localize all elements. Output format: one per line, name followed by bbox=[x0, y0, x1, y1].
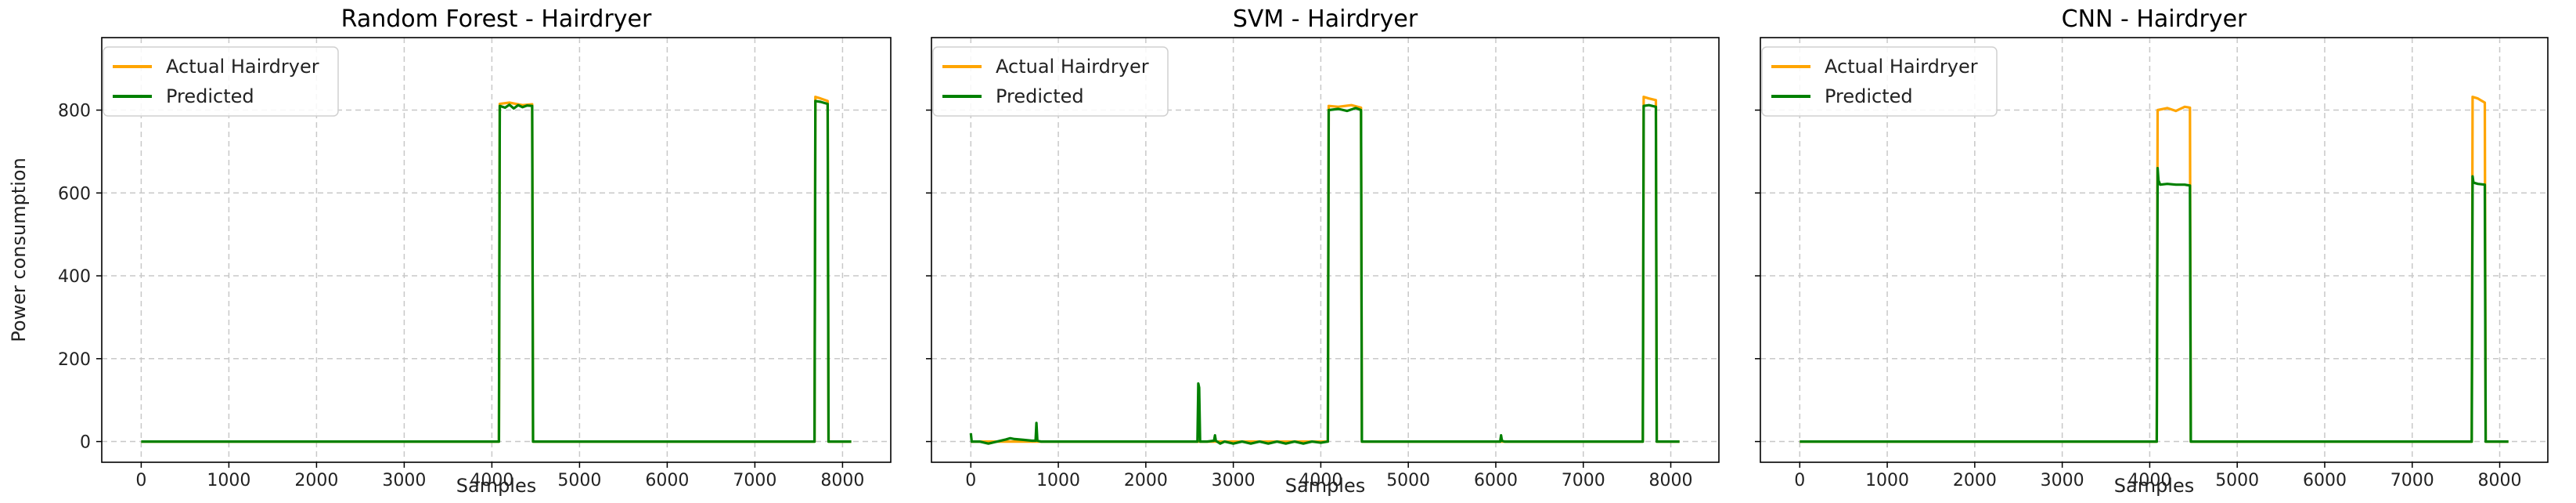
x-tick-label: 1000 bbox=[1036, 471, 1080, 490]
legend-box bbox=[1761, 46, 1998, 117]
chart-title: Random Forest - Hairdryer bbox=[341, 5, 652, 33]
x-tick-label: 3000 bbox=[1212, 471, 1256, 490]
chart-title: CNN - Hairdryer bbox=[2062, 5, 2247, 33]
series-line-actual bbox=[971, 95, 1680, 443]
x-tick-label: 4000 bbox=[2127, 471, 2171, 490]
panel-cnn: CNN - Hairdryer Samples 0 1000 2000 3000 400… bbox=[1755, 5, 2549, 497]
x-tick-label: 2000 bbox=[294, 471, 338, 490]
y-tick-label: 400 bbox=[58, 267, 91, 287]
series-line-predicted bbox=[969, 103, 1680, 445]
x-axis-label: Samples bbox=[2114, 475, 2195, 497]
legend-label-actual: Actual Hairdryer bbox=[1825, 56, 1978, 78]
axes-frame bbox=[101, 37, 892, 463]
legend-label-predicted: Predicted bbox=[166, 85, 254, 107]
plot-area: 0 1000 2000 3000 4000 5000 6000 7000 8000 bbox=[1755, 37, 2549, 490]
series-line-predicted bbox=[141, 100, 852, 443]
legend: Actual Hairdryer Predicted bbox=[1761, 46, 1998, 117]
x-tick-label: 6000 bbox=[645, 471, 689, 490]
panel-random-forest: Random Forest - Hairdryer Samples Power … bbox=[8, 5, 892, 497]
y-tick-label: 200 bbox=[58, 350, 91, 370]
x-tick-label: 2000 bbox=[1124, 471, 1168, 490]
axes-frame bbox=[931, 37, 1720, 463]
legend-label-actual: Actual Hairdryer bbox=[166, 56, 319, 78]
panel-svm: SVM - Hairdryer Samples 0 1000 2000 3000 400… bbox=[926, 5, 1720, 497]
x-tick-label: 0 bbox=[1794, 471, 1805, 490]
plot-area: 0 1000 2000 3000 4000 5000 6000 7000 8000 bbox=[926, 37, 1720, 490]
series-line-predicted bbox=[1800, 167, 2509, 443]
x-tick-label: 3000 bbox=[382, 471, 426, 490]
plot-area: 0 1000 2000 3000 4000 5000 6000 7000 8000 0 200 400… bbox=[58, 37, 892, 490]
x-tick-label: 1000 bbox=[1865, 471, 1909, 490]
x-tick-label: 5000 bbox=[1386, 471, 1430, 490]
y-tick-label: 0 bbox=[80, 433, 91, 453]
x-tick-label: 5000 bbox=[2215, 471, 2259, 490]
legend: Actual Hairdryer Predicted bbox=[103, 46, 339, 117]
x-tick-label: 7000 bbox=[733, 471, 776, 490]
x-axis-label: Samples bbox=[1285, 475, 1366, 497]
x-tick-label: 8000 bbox=[2478, 471, 2522, 490]
x-tick-label: 4000 bbox=[470, 471, 513, 490]
x-tick-label: 0 bbox=[965, 471, 976, 490]
series-line-actual bbox=[141, 95, 852, 443]
x-axis-label: Samples bbox=[456, 475, 537, 497]
legend-box bbox=[103, 46, 339, 117]
x-tick-label: 6000 bbox=[1474, 471, 1518, 490]
legend-box bbox=[932, 46, 1169, 117]
x-tick-label: 3000 bbox=[2041, 471, 2084, 490]
x-tick-label: 6000 bbox=[2303, 471, 2347, 490]
x-tick-label: 7000 bbox=[1562, 471, 1605, 490]
axes-frame bbox=[1760, 37, 2549, 463]
series-line-actual bbox=[1800, 95, 2509, 443]
x-tick-label: 2000 bbox=[1953, 471, 1997, 490]
x-tick-label: 8000 bbox=[1649, 471, 1693, 490]
legend: Actual Hairdryer Predicted bbox=[932, 46, 1169, 117]
x-tick-label: 4000 bbox=[1299, 471, 1342, 490]
legend-label-predicted: Predicted bbox=[996, 85, 1084, 107]
y-tick-label: 600 bbox=[58, 184, 91, 204]
x-tick-label: 1000 bbox=[207, 471, 250, 490]
y-axis-label: Power consumption bbox=[8, 157, 30, 342]
x-tick-label: 7000 bbox=[2390, 471, 2434, 490]
x-tick-label: 5000 bbox=[557, 471, 601, 490]
x-tick-label: 8000 bbox=[820, 471, 864, 490]
chart-title: SVM - Hairdryer bbox=[1233, 5, 1418, 33]
y-tick-label: 800 bbox=[58, 102, 91, 121]
legend-label-actual: Actual Hairdryer bbox=[996, 56, 1149, 78]
x-tick-label: 0 bbox=[135, 471, 146, 490]
legend-label-predicted: Predicted bbox=[1825, 85, 1913, 107]
